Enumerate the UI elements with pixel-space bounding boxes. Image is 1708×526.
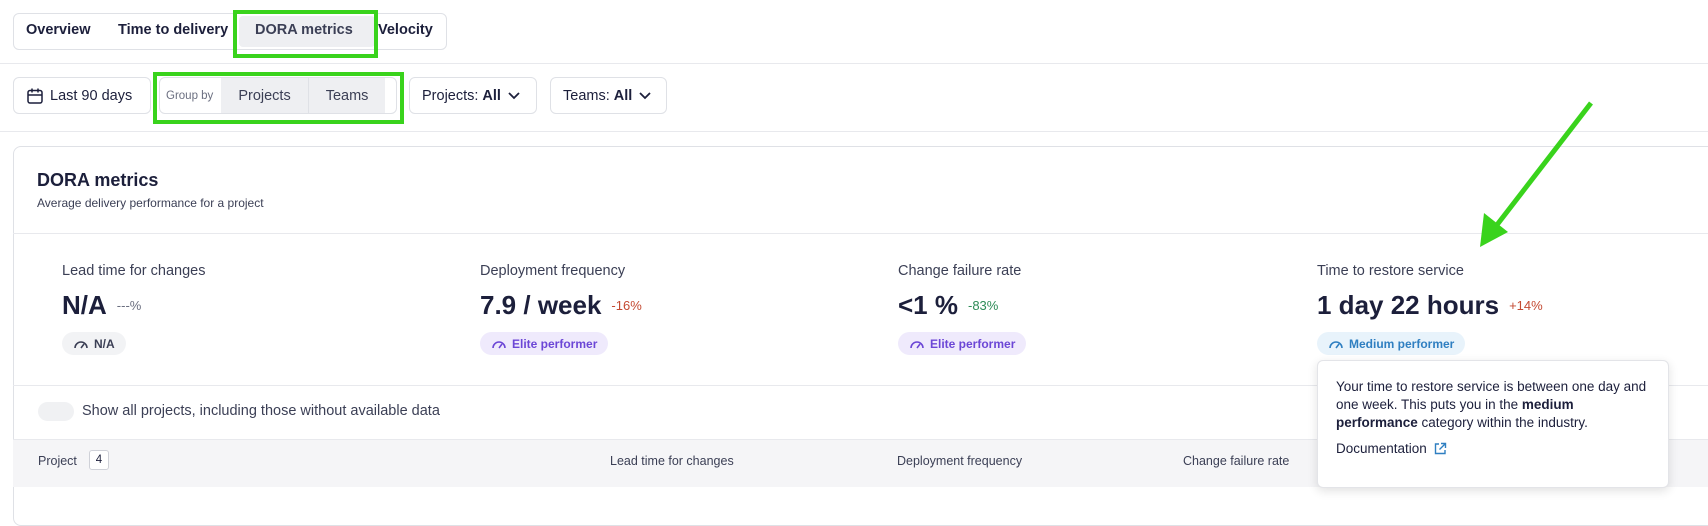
chevron (639, 91, 651, 99)
column-header: Project (38, 454, 77, 468)
metric-label: Deployment frequency (480, 263, 626, 279)
column-header: Lead time for changes (610, 454, 734, 468)
change: -83% (968, 298, 999, 313)
badge: Elite performer (898, 332, 1027, 355)
external-icon (1434, 442, 1447, 455)
badge-text: N/A (94, 336, 115, 351)
tooltip-text-part: category within the industry. (1421, 415, 1588, 430)
divider (13, 385, 1708, 386)
app: Overview Time to delivery DORA metrics V… (0, 10, 1708, 526)
value: <1 % (898, 290, 958, 320)
metric-value: 7.9 / week -16% (480, 290, 642, 321)
tooltip-bold: medium performance (1336, 397, 1574, 430)
highlight (233, 10, 378, 58)
badge[interactable]: Medium performer (1317, 332, 1466, 355)
filter-value: All (482, 87, 501, 104)
project-count: 4 (89, 450, 109, 470)
group-option[interactable]: Projects (221, 78, 309, 113)
doc-link[interactable]: Documentation (1336, 440, 1650, 458)
calendar-icon (27, 88, 43, 104)
highlight (153, 72, 404, 124)
active-tab-bg (239, 16, 375, 47)
metric-label: Time to restore service (1317, 263, 1464, 279)
change: ---% (116, 298, 142, 313)
toggle[interactable] (38, 402, 74, 421)
badge-text: Medium performer (1349, 336, 1455, 351)
badge-text: Elite performer (512, 336, 598, 351)
metric-value: 1 day 22 hours +14% (1317, 290, 1543, 321)
tab[interactable]: Velocity (378, 22, 433, 38)
change: -16% (611, 298, 642, 313)
change: +14% (1509, 298, 1543, 313)
gauge-icon (1329, 340, 1343, 348)
filter-label: Teams: (563, 87, 610, 104)
badge: Elite performer (480, 332, 609, 355)
divider (0, 131, 1708, 132)
tooltip-text-part: Your time to restore service is between … (1336, 379, 1647, 412)
metric-label: Change failure rate (898, 263, 1022, 279)
value: N/A (62, 290, 107, 320)
tooltip-text: Your time to restore service is between … (1336, 378, 1650, 432)
gauge-icon (74, 340, 88, 348)
tab[interactable]: Overview (26, 22, 91, 38)
gauge-icon (910, 340, 924, 348)
tooltip: Your time to restore service is between … (1317, 360, 1669, 488)
chevron (508, 91, 520, 99)
annotation-arrow (1480, 101, 1593, 247)
badge-text: Elite performer (930, 336, 1016, 351)
metric-label: Lead time for changes (62, 263, 206, 279)
toggle-label: Show all projects, including those witho… (82, 403, 440, 419)
metric-value: N/A ---% (62, 290, 141, 321)
group-by-label: Group by (166, 89, 214, 102)
tab[interactable]: Time to delivery (118, 22, 229, 38)
group-by: Group by Projects Teams (159, 77, 397, 114)
tab[interactable]: DORA metrics (255, 22, 353, 38)
filter-label: Projects: (422, 87, 479, 104)
column-header: Deployment frequency (897, 454, 1023, 468)
link-text: Documentation (1336, 441, 1427, 456)
teams-filter[interactable]: Teams: All (550, 77, 667, 114)
value: 1 day 22 hours (1317, 290, 1500, 320)
divider (0, 63, 1708, 64)
card-subtitle: Average delivery performance for a proje… (37, 196, 264, 210)
group-option[interactable]: Teams (308, 78, 386, 113)
column-header: Change failure rate (1183, 454, 1290, 468)
page: {"tabs": ["Overview", "Time to delivery"… (0, 10, 1708, 526)
card-title: DORA metrics (37, 170, 159, 190)
metric-value: <1 % -83% (898, 290, 998, 321)
projects-filter[interactable]: Projects: All (409, 77, 537, 114)
badge: N/A (62, 332, 126, 355)
date-button[interactable]: Last 90 days (13, 77, 151, 114)
value: 7.9 / week (480, 290, 602, 320)
divider (13, 233, 1708, 234)
date-range: Last 90 days (50, 87, 133, 104)
gauge-icon (492, 340, 506, 348)
filter-value: All (613, 87, 633, 104)
